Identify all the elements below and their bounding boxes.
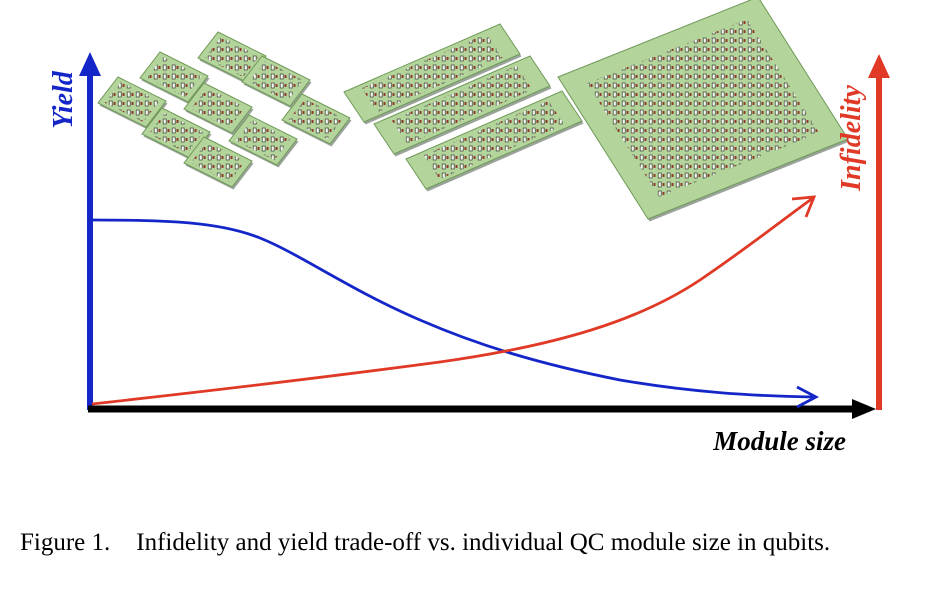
caption-number: Figure 1. [20, 529, 111, 556]
figure-caption: Figure 1. Infidelity and yield trade-off … [20, 527, 916, 558]
yield-axis-arrowhead [79, 52, 101, 76]
yield-curve-arrowhead [796, 385, 820, 409]
small-modules-chip-array [97, 31, 352, 190]
infidelity-axis-arrowhead [868, 54, 890, 78]
module-size-axis-arrowhead [852, 399, 876, 419]
caption-text: Infidelity and yield trade-off vs. indiv… [136, 529, 831, 556]
tradeoff-diagram [79, 0, 890, 419]
module-size-axis-label: Module size [713, 426, 846, 456]
infidelity-curve-arrowhead [791, 195, 817, 218]
yield-curve [91, 218, 820, 409]
infidelity-curve [91, 195, 817, 406]
large-module-chip [557, 0, 850, 222]
infidelity-axis-label: Infidelity [836, 85, 867, 191]
infidelity-axis [868, 54, 890, 410]
module-size-axis [88, 399, 876, 419]
yield-axis [79, 52, 101, 410]
medium-modules-chip-array [343, 23, 584, 192]
yield-axis-label: Yield [48, 71, 79, 129]
